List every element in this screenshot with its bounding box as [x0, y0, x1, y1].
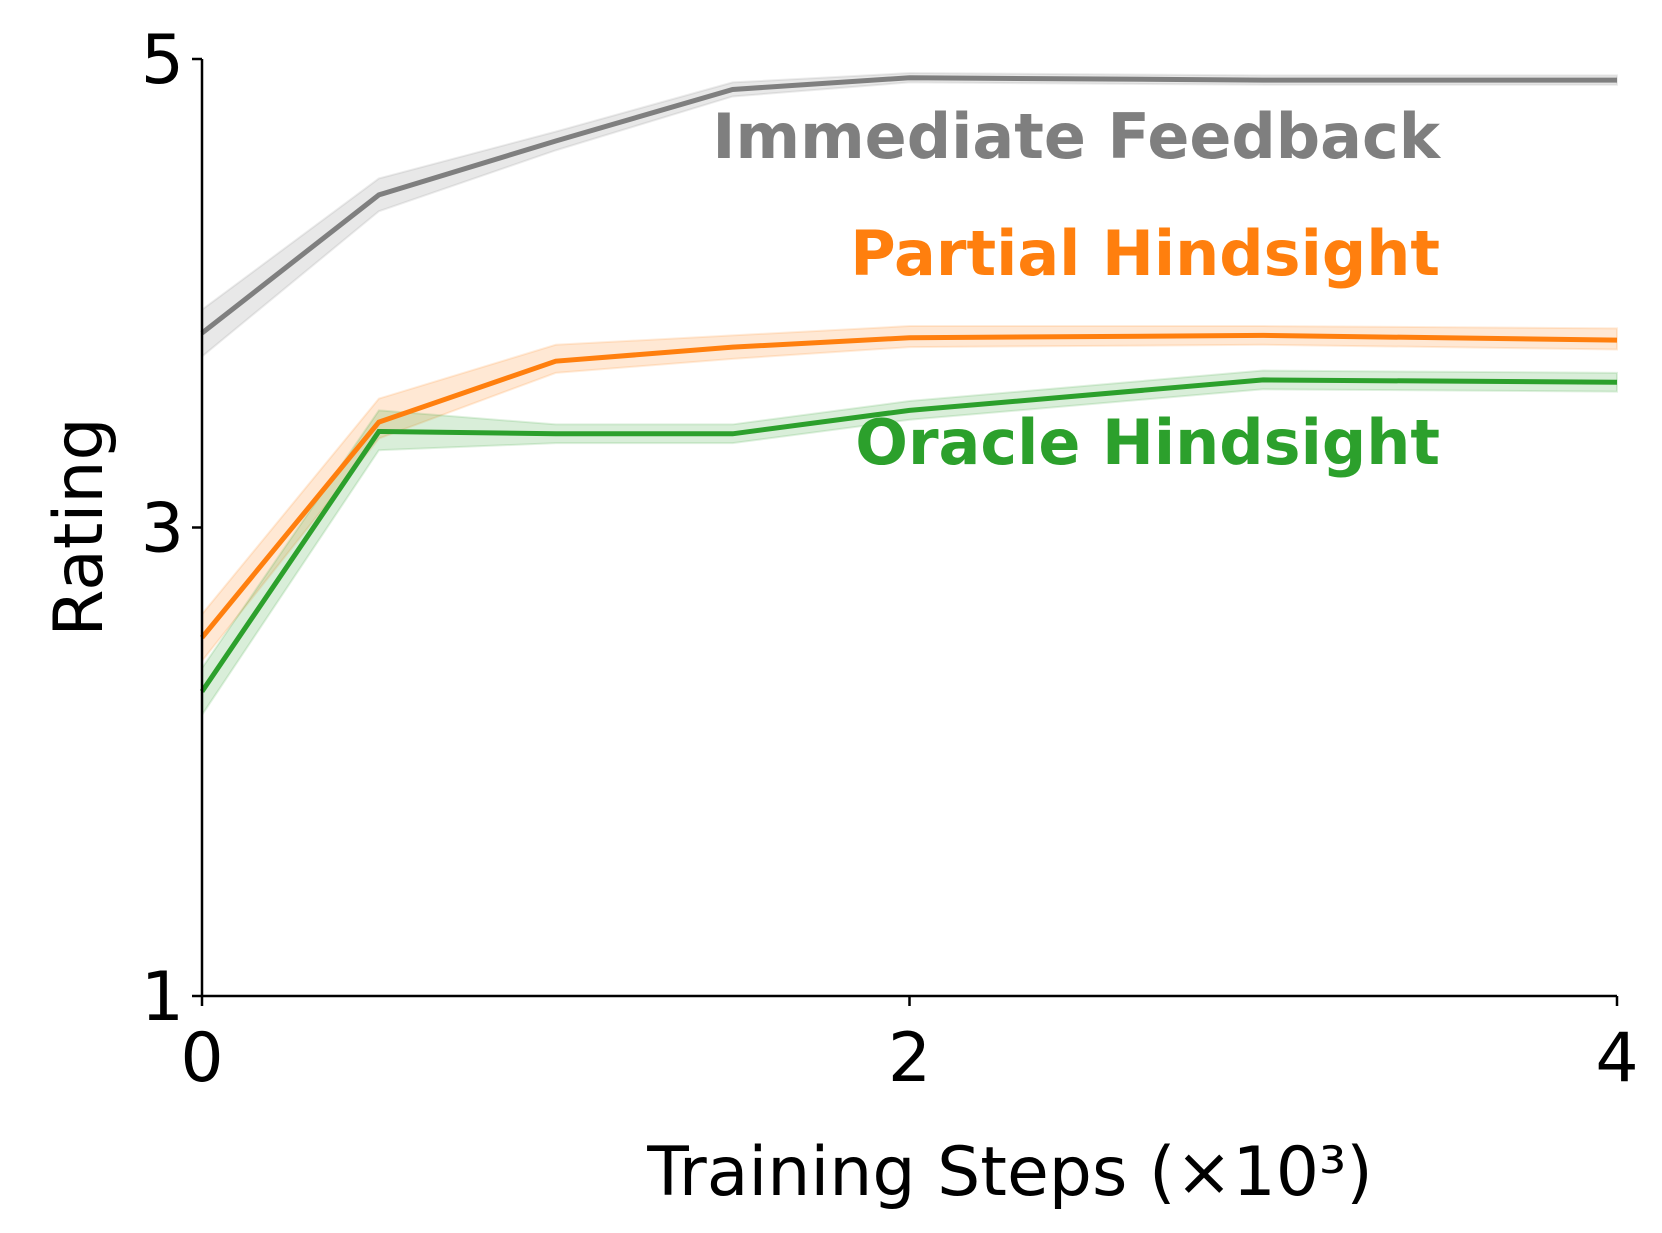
x-tick-label: 0 [180, 1019, 223, 1098]
legend-label: Immediate Feedback [712, 100, 1441, 173]
y-tick-label: 5 [141, 21, 184, 100]
confidence-band [201, 72, 1618, 359]
series-line [200, 332, 1618, 640]
x-tick-label: 2 [888, 1019, 931, 1098]
x-tick-label: 4 [1595, 1019, 1638, 1098]
legend-label: Oracle Hindsight [855, 406, 1440, 479]
y-tick-label: 1 [141, 958, 184, 1037]
series-line [200, 75, 1617, 336]
x-axis-label: Training Steps (×10³) [646, 1133, 1373, 1212]
confidence-band [201, 369, 1618, 719]
series-line [199, 377, 1618, 693]
y-tick-label: 3 [141, 490, 184, 569]
confidence-band [201, 325, 1618, 664]
y-axis-label: Rating [40, 417, 119, 636]
legend-label: Partial Hindsight [850, 217, 1440, 290]
